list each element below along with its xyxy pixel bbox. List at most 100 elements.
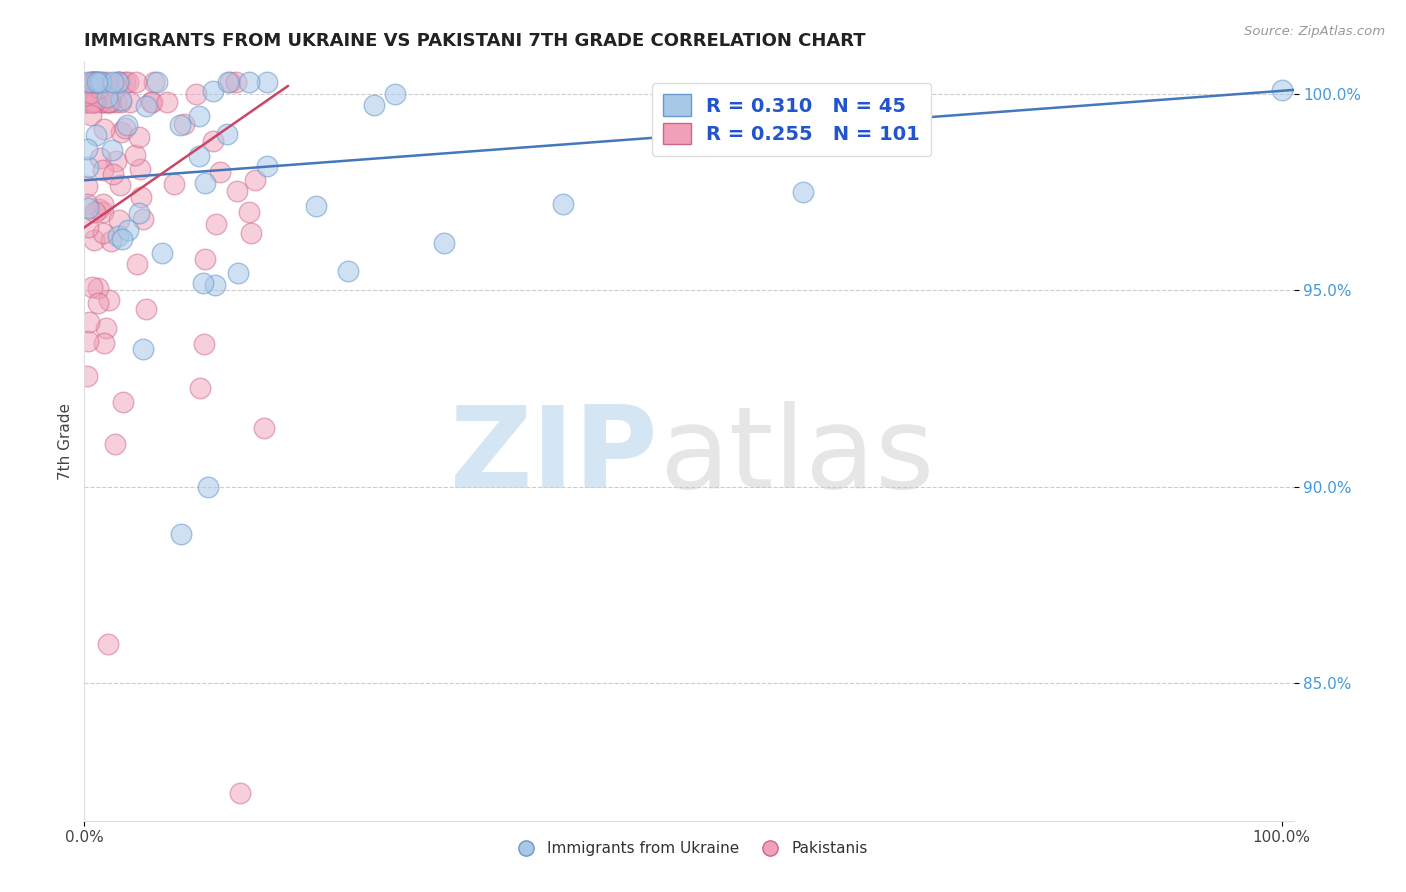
Point bbox=[118, 95, 141, 109]
Point bbox=[77, 75, 100, 89]
Point bbox=[83, 75, 105, 89]
Point bbox=[170, 526, 193, 541]
Point bbox=[115, 118, 138, 132]
Point bbox=[87, 80, 110, 95]
Point bbox=[553, 197, 575, 211]
Point bbox=[75, 95, 97, 109]
Point bbox=[97, 95, 120, 109]
Point bbox=[77, 201, 100, 215]
Point bbox=[194, 252, 217, 266]
Point bbox=[104, 437, 127, 451]
Point bbox=[792, 185, 814, 199]
Point bbox=[205, 217, 228, 231]
Point bbox=[384, 87, 406, 101]
Point bbox=[218, 75, 240, 89]
Point bbox=[86, 75, 108, 89]
Point bbox=[91, 226, 114, 240]
Point bbox=[101, 75, 124, 89]
Point bbox=[208, 164, 231, 178]
Point bbox=[83, 75, 105, 89]
Point bbox=[202, 135, 225, 149]
Point bbox=[83, 75, 105, 89]
Point bbox=[169, 118, 191, 132]
Point bbox=[76, 197, 98, 211]
Point bbox=[83, 75, 105, 89]
Point bbox=[80, 108, 103, 122]
Point bbox=[89, 95, 111, 109]
Point bbox=[93, 335, 115, 350]
Point bbox=[129, 161, 152, 176]
Point bbox=[79, 315, 101, 329]
Point bbox=[84, 128, 107, 143]
Point bbox=[111, 394, 134, 409]
Point bbox=[125, 75, 148, 89]
Point bbox=[83, 95, 105, 109]
Text: ZIP: ZIP bbox=[450, 401, 659, 512]
Point bbox=[82, 75, 104, 89]
Point bbox=[256, 159, 278, 173]
Point bbox=[77, 220, 100, 235]
Point bbox=[107, 229, 129, 244]
Point bbox=[432, 236, 454, 251]
Point bbox=[76, 142, 98, 156]
Legend: Immigrants from Ukraine, Pakistanis: Immigrants from Ukraine, Pakistanis bbox=[505, 835, 873, 863]
Point bbox=[188, 149, 211, 163]
Point bbox=[91, 205, 114, 219]
Point bbox=[226, 266, 249, 280]
Point bbox=[238, 75, 260, 89]
Point bbox=[238, 205, 260, 219]
Point bbox=[75, 95, 97, 109]
Point bbox=[128, 129, 150, 144]
Point bbox=[80, 95, 103, 109]
Point bbox=[93, 121, 115, 136]
Point bbox=[143, 75, 166, 89]
Point bbox=[132, 343, 155, 357]
Point bbox=[256, 75, 278, 89]
Point bbox=[240, 226, 263, 240]
Point bbox=[111, 232, 134, 246]
Point bbox=[110, 125, 132, 139]
Point bbox=[217, 75, 239, 89]
Point bbox=[114, 75, 136, 89]
Point bbox=[96, 75, 118, 89]
Text: atlas: atlas bbox=[659, 401, 934, 512]
Point bbox=[110, 93, 132, 107]
Point bbox=[135, 301, 157, 316]
Point bbox=[91, 163, 114, 178]
Point bbox=[100, 95, 122, 109]
Point bbox=[107, 75, 129, 89]
Point bbox=[82, 95, 104, 109]
Point bbox=[163, 177, 186, 191]
Point bbox=[215, 127, 238, 141]
Point bbox=[83, 95, 105, 109]
Point bbox=[188, 109, 211, 123]
Point bbox=[229, 786, 252, 800]
Point bbox=[96, 90, 118, 104]
Point bbox=[97, 95, 120, 109]
Point bbox=[105, 154, 128, 169]
Point bbox=[87, 75, 110, 89]
Point bbox=[129, 189, 152, 203]
Point bbox=[141, 95, 163, 109]
Point bbox=[101, 167, 124, 181]
Point bbox=[107, 75, 129, 89]
Point bbox=[79, 95, 101, 109]
Point bbox=[188, 381, 211, 395]
Point bbox=[76, 179, 98, 194]
Point bbox=[100, 234, 122, 248]
Point bbox=[128, 206, 150, 220]
Point bbox=[204, 277, 226, 292]
Point bbox=[201, 84, 224, 98]
Point bbox=[80, 75, 103, 89]
Point bbox=[110, 95, 132, 109]
Point bbox=[101, 143, 124, 157]
Point bbox=[304, 199, 326, 213]
Point bbox=[117, 223, 139, 237]
Point bbox=[84, 95, 107, 109]
Point bbox=[94, 95, 117, 109]
Point bbox=[194, 176, 217, 190]
Point bbox=[173, 117, 195, 131]
Y-axis label: 7th Grade: 7th Grade bbox=[58, 403, 73, 480]
Point bbox=[76, 334, 98, 348]
Point bbox=[76, 369, 98, 384]
